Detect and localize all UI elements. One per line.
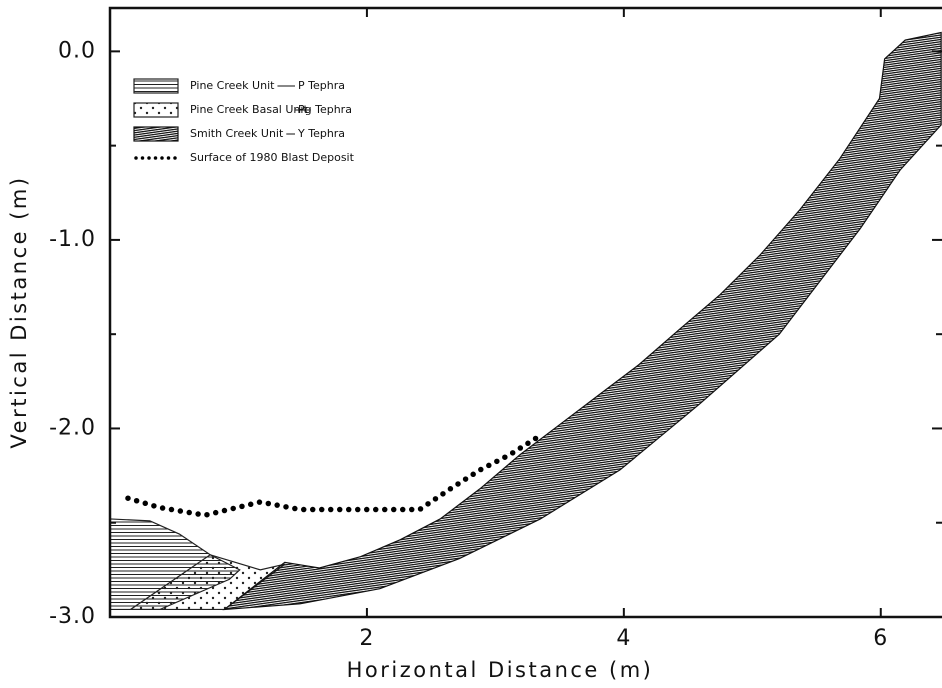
unit-layer: [222, 31, 942, 611]
legend-swatch: [133, 78, 179, 94]
x-axis-label: Horizontal Distance (m): [347, 658, 654, 682]
y-axis-label: Vertical Distance (m): [7, 175, 31, 448]
y-tick-label: -3.0: [49, 604, 96, 629]
legend-tephra: Pg Tephra: [298, 103, 352, 116]
axis-frame: [108, 6, 942, 619]
legend: Pine Creek Unit P Tephra Pine Creek Basal …: [133, 78, 355, 164]
legend-label: Smith Creek Unit: [190, 127, 284, 140]
blast-deposit-line: [125, 435, 540, 518]
plot-area: [109, 31, 942, 611]
legend-label: Pine Creek Basal Unit: [190, 103, 308, 116]
legend-tephra: Y Tephra: [297, 127, 345, 140]
y-tick-label: 0.0: [58, 38, 96, 63]
legend-swatch: [133, 102, 179, 118]
y-tick-label: -2.0: [49, 415, 96, 440]
legend-label: Pine Creek Unit: [190, 79, 275, 92]
y-tick-label: -1.0: [49, 227, 96, 252]
legend-tephra: P Tephra: [298, 79, 345, 92]
legend-swatch: [133, 126, 179, 142]
legend-label: Surface of 1980 Blast Deposit: [190, 151, 355, 164]
x-tick-label: 2: [359, 626, 374, 651]
x-tick-label: 6: [873, 626, 888, 651]
x-tick-label: 4: [616, 626, 631, 651]
